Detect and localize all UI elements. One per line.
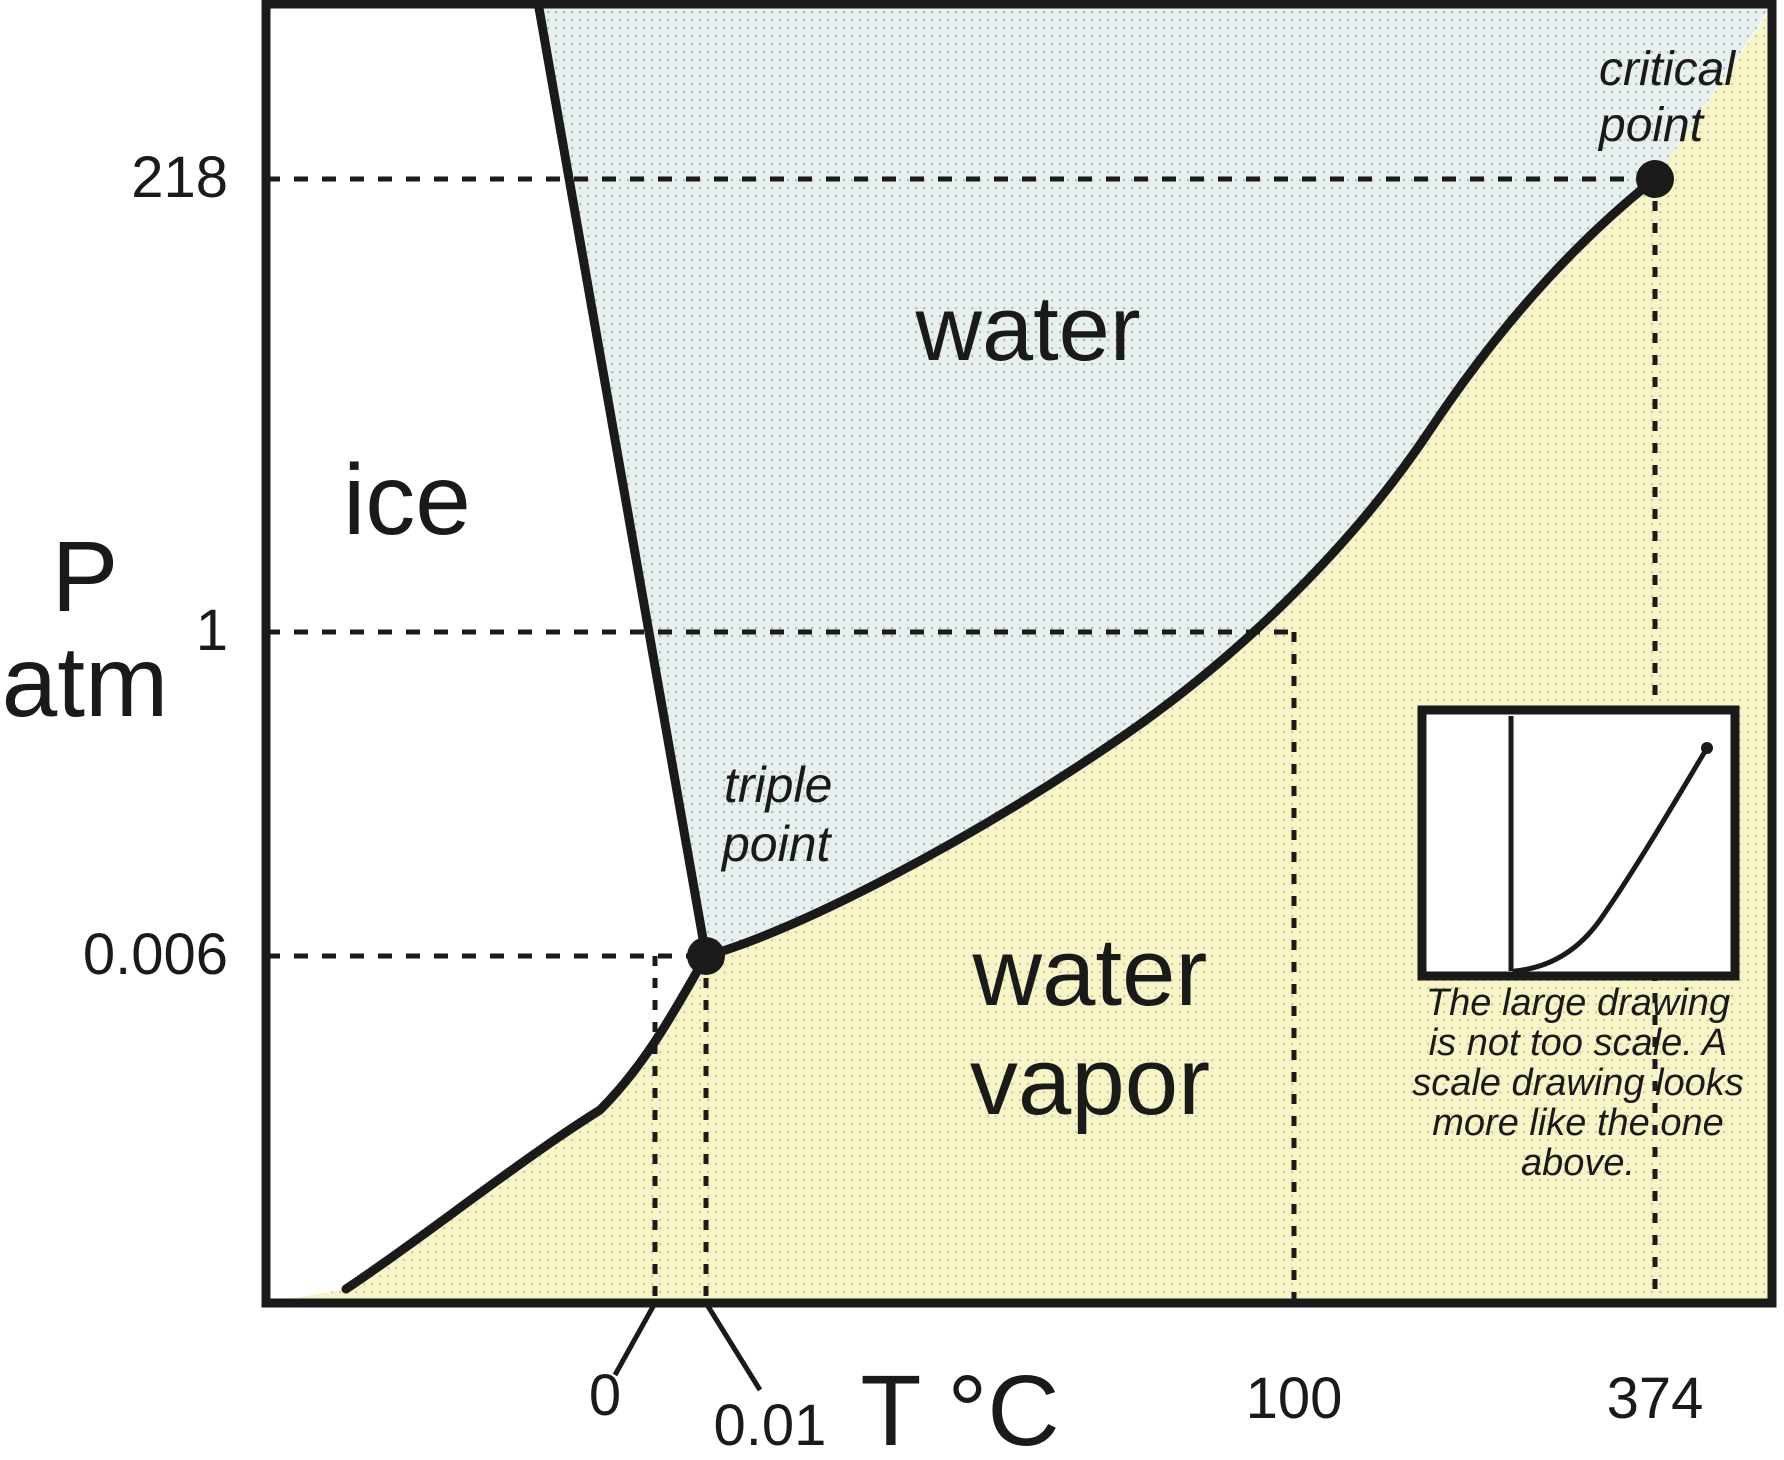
- svg-text:atm: atm: [2, 626, 169, 738]
- svg-text:critical: critical: [1599, 43, 1736, 96]
- svg-text:point: point: [720, 816, 833, 872]
- svg-text:374: 374: [1607, 1366, 1704, 1431]
- svg-text:1: 1: [196, 598, 228, 663]
- svg-text:P: P: [52, 521, 119, 633]
- svg-text:triple: triple: [724, 757, 832, 813]
- svg-text:scale drawing looks: scale drawing looks: [1412, 1062, 1744, 1104]
- svg-text:The large drawing: The large drawing: [1426, 982, 1730, 1024]
- svg-text:point: point: [1597, 99, 1705, 152]
- svg-text:0: 0: [589, 1363, 621, 1428]
- svg-text:T °C: T °C: [860, 1355, 1059, 1460]
- svg-text:ice: ice: [343, 444, 471, 556]
- svg-text:water: water: [972, 919, 1208, 1026]
- svg-text:more like the one: more like the one: [1432, 1102, 1724, 1144]
- svg-text:vapor: vapor: [970, 1028, 1210, 1135]
- svg-text:0.006: 0.006: [83, 922, 228, 987]
- svg-text:water: water: [915, 278, 1141, 380]
- svg-text:218: 218: [131, 145, 228, 210]
- svg-text:0.01: 0.01: [714, 1393, 827, 1458]
- svg-text:above.: above.: [1521, 1142, 1635, 1184]
- svg-text:100: 100: [1246, 1366, 1343, 1431]
- svg-text:is not too scale. A: is not too scale. A: [1429, 1022, 1728, 1064]
